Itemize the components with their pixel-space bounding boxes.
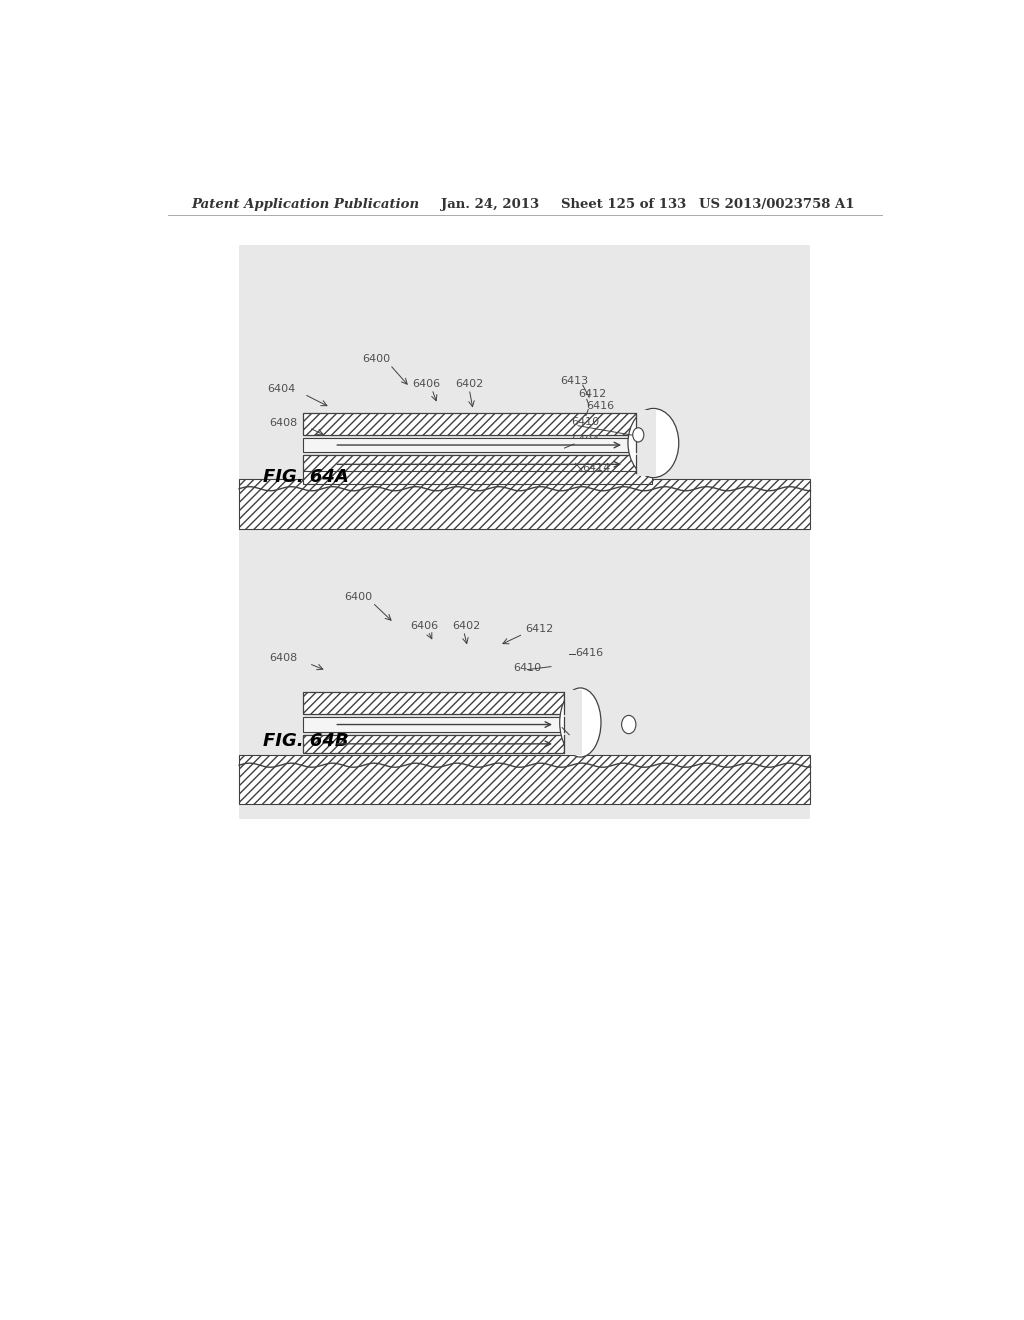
Ellipse shape [560, 688, 601, 758]
Bar [303, 438, 636, 453]
Text: 6414: 6414 [582, 463, 610, 474]
Ellipse shape [628, 408, 679, 478]
Text: 6412: 6412 [578, 389, 606, 399]
Bar [636, 411, 655, 475]
Circle shape [622, 715, 636, 734]
Text: 6414: 6414 [568, 727, 597, 738]
Text: 6400: 6400 [362, 354, 390, 364]
Bar [240, 244, 811, 818]
Text: US 2013/0023758 A1: US 2013/0023758 A1 [699, 198, 855, 211]
Text: 6402: 6402 [452, 620, 480, 631]
Text: 6408: 6408 [269, 417, 298, 428]
Circle shape [633, 428, 644, 442]
Bar [303, 692, 564, 714]
Bar [303, 471, 652, 483]
Text: 6408: 6408 [269, 652, 298, 663]
Text: 6406: 6406 [411, 620, 438, 631]
Text: FIG. 64B: FIG. 64B [263, 731, 348, 750]
Text: 6416: 6416 [587, 401, 614, 412]
Text: 6400: 6400 [345, 591, 373, 602]
Text: 6416: 6416 [574, 648, 603, 659]
Text: Sheet 125 of 133: Sheet 125 of 133 [560, 198, 686, 211]
Text: 6410: 6410 [570, 417, 599, 426]
Bar [303, 455, 636, 474]
Text: 6404: 6404 [570, 436, 599, 445]
Bar [303, 718, 564, 731]
Text: 6410: 6410 [513, 663, 541, 673]
Text: FIG. 64A: FIG. 64A [263, 467, 348, 486]
Bar [240, 755, 811, 804]
Text: 6413: 6413 [560, 376, 589, 385]
Bar [564, 690, 582, 755]
Text: 6412: 6412 [524, 624, 553, 634]
Bar [303, 735, 564, 752]
Text: Patent Application Publication: Patent Application Publication [191, 198, 420, 211]
Text: 6402: 6402 [455, 379, 483, 389]
Text: 6406: 6406 [412, 379, 440, 389]
Bar [303, 413, 636, 434]
Bar [240, 479, 811, 529]
Text: Jan. 24, 2013: Jan. 24, 2013 [441, 198, 540, 211]
Text: 6404: 6404 [267, 384, 295, 395]
